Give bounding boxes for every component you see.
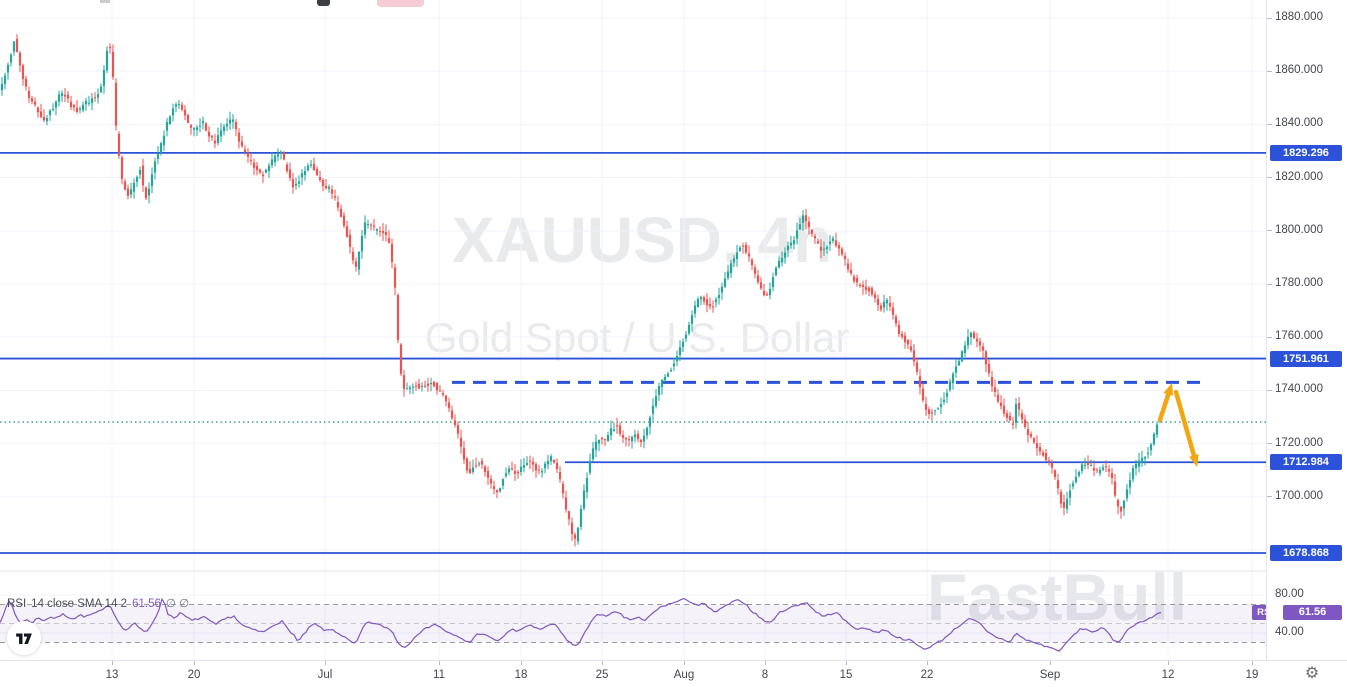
rsi-line (0, 597, 1162, 652)
symbol-watermark-line1: XAUUSD, 4h (452, 204, 833, 276)
time-tick-mark (602, 661, 603, 665)
rsi-indicator-legend: RSI 14 close SMA 14 2 61.56 ∅ ∅ (7, 596, 194, 610)
price-tick-label: 1700.000 (1275, 489, 1323, 502)
price-level-badge[interactable]: 1751.961 (1270, 350, 1342, 367)
rsi-legend-value: 61.56 (132, 598, 161, 610)
price-level-badge[interactable]: 1712.984 (1270, 454, 1342, 471)
down-arrow-head (1189, 454, 1199, 467)
price-level-badge[interactable]: 1678.868 (1270, 545, 1342, 561)
rsi-legend-params: 14 close SMA 14 2 (31, 598, 128, 610)
time-tick-mark (1168, 661, 1169, 665)
settings-gear-icon: ⚙ (1304, 665, 1320, 682)
price-tick-label: 1800.000 (1275, 223, 1323, 236)
rsi-tick-label: 80.00 (1275, 588, 1304, 600)
time-tick-label: 20 (187, 669, 201, 681)
cutoff-legend-fragment (100, 0, 110, 3)
time-tick-label: 12 (1161, 669, 1175, 681)
price-tick-mark (1267, 230, 1272, 232)
rsi-tick-label: 40.00 (1275, 626, 1304, 638)
time-tick-label: 22 (920, 669, 934, 681)
time-tick-mark (927, 661, 928, 665)
price-level-badge[interactable]: 1829.296 (1270, 144, 1342, 161)
price-tick-mark (1267, 123, 1272, 125)
price-tick-mark (1267, 17, 1272, 19)
time-tick-label: 18 (514, 669, 528, 681)
tradingview-logo-glyph (16, 633, 32, 644)
time-tick-mark (1050, 661, 1051, 665)
rsi-value-badge: 61.56 (1283, 605, 1342, 621)
horizontal-line-tools[interactable] (0, 151, 1266, 554)
time-tick-mark (684, 661, 685, 665)
time-tick-label: Aug (673, 669, 695, 681)
price-tick-label: 1820.000 (1275, 170, 1323, 183)
price-tick-mark (1267, 336, 1272, 338)
price-tick-label: 1880.000 (1275, 11, 1323, 23)
price-tick-mark (1267, 70, 1272, 72)
cutoff-legend-price-badge (377, 0, 424, 7)
price-tick-label: 1860.000 (1275, 64, 1323, 77)
time-tick-mark (325, 661, 326, 665)
time-tick-mark (521, 661, 522, 665)
price-tick-mark (1267, 283, 1272, 285)
price-tick-mark (1267, 177, 1272, 179)
time-tick-label: 15 (839, 669, 853, 681)
time-tick-mark (765, 661, 766, 665)
up-arrow[interactable] (1157, 392, 1171, 423)
tradingview-logo[interactable] (7, 621, 41, 655)
trend-arrows-annotation[interactable] (1157, 383, 1199, 467)
price-tick-label: 1760.000 (1275, 330, 1323, 343)
candlestick-series (0, 34, 1162, 547)
rsi-band (0, 604, 1266, 643)
price-tick-mark (1267, 443, 1272, 445)
time-axis[interactable]: 13 20 Jul 11 18 25 Aug 8 15 22 Sep 12 19 (0, 660, 1347, 687)
price-tick-label: 1740.000 (1275, 383, 1323, 396)
time-tick-label: Jul (317, 669, 333, 681)
cutoff-legend-fragment (317, 0, 330, 6)
chart-settings-button[interactable]: ⚙ (1300, 661, 1324, 685)
time-tick-label: 13 (105, 669, 119, 681)
time-tick-mark (112, 661, 113, 665)
time-tick-label: Sep (1039, 669, 1061, 681)
time-tick-mark (194, 661, 195, 665)
up-arrow-head (1163, 383, 1174, 396)
price-tick-label: 1780.000 (1275, 277, 1323, 289)
down-arrow[interactable] (1173, 389, 1197, 458)
time-tick-mark (439, 661, 440, 665)
rsi-legend-empty-values: ∅ ∅ (165, 598, 190, 610)
time-tick-label: 11 (433, 669, 445, 681)
time-tick-mark (846, 661, 847, 665)
time-tick-label: 25 (595, 669, 609, 681)
time-tick-label: 19 (1245, 669, 1259, 681)
time-tick-label: 8 (761, 669, 769, 681)
price-tick-label: 1840.000 (1275, 117, 1323, 130)
time-tick-mark (1252, 661, 1253, 665)
rsi-legend-title: RSI (7, 598, 27, 610)
price-tick-label: 1720.000 (1275, 436, 1323, 449)
price-axis[interactable]: 1880.000 1860.000 1840.000 1820.000 1800.000… (1266, 0, 1347, 660)
price-tick-mark (1267, 496, 1272, 498)
grid (0, 0, 1266, 660)
price-tick-mark (1267, 389, 1272, 391)
